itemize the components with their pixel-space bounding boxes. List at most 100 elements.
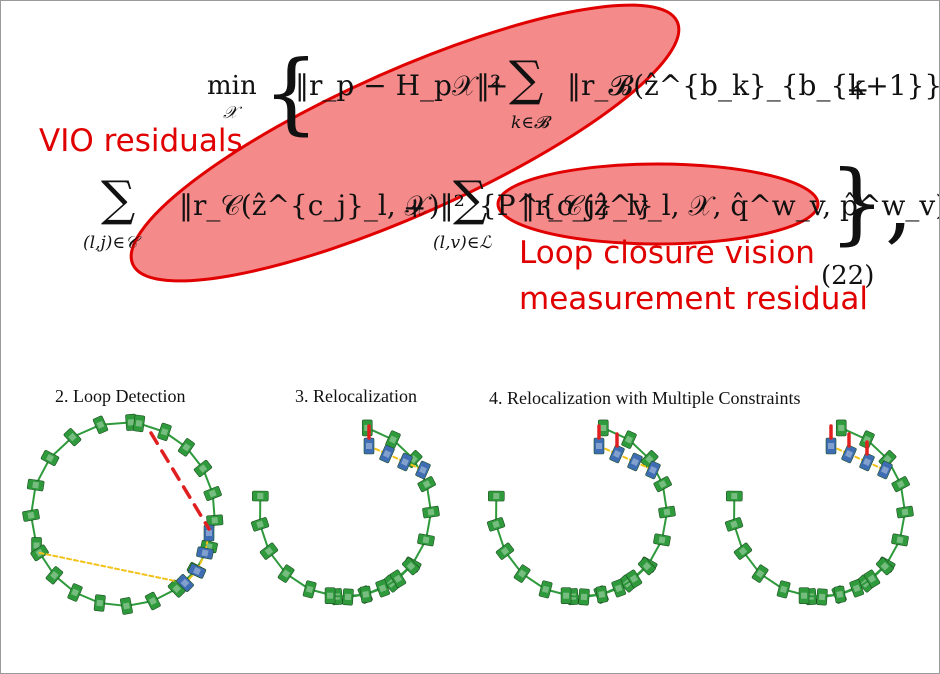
pose-keyframe-green (132, 414, 146, 433)
sequential-edge-yellow (38, 551, 186, 584)
pose-keyframe-green (251, 490, 269, 502)
pose-keyframe-green (876, 557, 894, 576)
pose-keyframe-green (733, 542, 753, 560)
pose-keyframe-green (725, 490, 743, 502)
pose-keyframe-blue (363, 437, 375, 455)
pose-keyframe-blue (825, 437, 837, 455)
pose-keyframe-green (513, 564, 531, 583)
pose-keyframe-green (896, 505, 914, 519)
pose-keyframe-blue (187, 563, 207, 579)
imu-residual-term: ‖r_𝓑(ẑ^{b_k}_{b_{k+1}}, 𝒳)‖²_{P^{b_k}_{b… (567, 69, 940, 102)
pose-keyframe-green (417, 476, 436, 493)
equation-min-subscript: 𝒳 (223, 103, 238, 123)
pose-keyframe-green (863, 569, 881, 588)
pose-keyframe-green (385, 430, 401, 449)
pose-keyframe-green (835, 419, 847, 437)
loop-residual-term: ‖r_𝒞(ẑ^v_l, 𝒳, q̂^w_v, p̂^w_v)‖²_{P^v_l} (521, 189, 939, 222)
pose-keyframe-green (302, 580, 317, 599)
pose-keyframe-green (595, 585, 608, 604)
caption-relocalization: 3. Relocalization (295, 386, 417, 406)
pose-keyframe-green (167, 579, 186, 598)
vio-residuals-label: VIO residuals (39, 123, 243, 159)
pose-keyframe-green (144, 591, 161, 611)
pose-keyframe-green (206, 514, 224, 527)
pose-keyframe-green (611, 579, 627, 598)
loop-closure-edge (149, 431, 211, 531)
pose-keyframe-green (389, 569, 407, 588)
sum-imu-subscript: k∈𝓑 (511, 113, 549, 133)
pose-keyframe-green (402, 557, 420, 576)
pose-keyframe-green (816, 588, 828, 606)
pose-keyframe-blue (609, 444, 625, 464)
pose-keyframe-green (120, 597, 133, 615)
prior-residual-term: ‖r_p − H_p𝒳‖² (295, 69, 502, 102)
pose-keyframe-green (891, 476, 910, 493)
pose-keyframe-green (638, 557, 656, 576)
vio-highlight-ellipse (129, 3, 681, 283)
pose-keyframe-green (22, 508, 40, 522)
pose-keyframe-blue (176, 574, 194, 592)
pose-keyframe-green (417, 533, 435, 547)
pose-keyframe-blue (859, 452, 875, 472)
visual-residual-term: ‖r_𝒞(ẑ^{c_j}_l, 𝒳)‖²_{P^{c_j}_l} (179, 189, 654, 222)
pose-keyframe-green (203, 486, 222, 501)
loop-closure-label-line1: Loop closure vision (519, 235, 815, 271)
pose-keyframe-green (375, 579, 391, 598)
pose-keyframe-blue (196, 546, 214, 560)
pose-keyframe-blue (415, 460, 431, 480)
plus-sign-2: + (403, 191, 427, 224)
pose-keyframe-blue (593, 437, 605, 455)
equation-number: (22) (821, 261, 875, 291)
pose-keyframe-green (250, 517, 270, 532)
pose-keyframe-green (67, 583, 83, 602)
left-brace: { (263, 41, 319, 144)
pose-keyframe-blue (379, 444, 395, 464)
sum-visual-subscript: (l,j)∈𝒞 (83, 233, 138, 253)
sum-imu: ∑ (509, 51, 544, 107)
pose-keyframe-green (798, 587, 810, 604)
pose-keyframe-green (359, 585, 372, 604)
caption-loop-detection: 2. Loop Detection (55, 386, 186, 406)
pose-keyframe-green (157, 422, 172, 441)
pose-keyframe-green (487, 490, 505, 502)
pose-keyframe-green (324, 587, 336, 604)
pose-keyframe-blue (203, 524, 215, 542)
pose-keyframe-green (178, 438, 195, 457)
pose-keyframe-green (833, 585, 846, 604)
pose-keyframe-green (625, 569, 643, 588)
sum-loop-subscript: (l,v)∈ℒ (433, 233, 492, 253)
caption-multiple-constraints: 4. Relocalization with Multiple Constrai… (489, 388, 801, 408)
pose-keyframe-blue (397, 452, 413, 472)
pose-keyframe-green (92, 415, 109, 434)
pose-keyframe-green (45, 566, 64, 585)
pose-keyframe-blue (627, 452, 643, 472)
min-operator: min (207, 71, 257, 101)
pose-keyframe-green (653, 533, 671, 547)
pose-keyframe-green (578, 588, 590, 606)
pose-keyframe-green (849, 579, 865, 598)
pose-keyframe-green (40, 450, 60, 466)
loop-highlight-ellipse (496, 162, 820, 246)
pose-keyframe-green (342, 588, 354, 606)
pose-keyframe-blue (841, 444, 857, 464)
pose-keyframe-green (658, 505, 676, 519)
pose-keyframe-green (891, 533, 909, 547)
pose-keyframe-green (422, 505, 440, 519)
pose-keyframe-green (495, 542, 515, 560)
loop-closure-label-line2: measurement residual (519, 281, 868, 317)
pose-keyframe-blue (877, 460, 893, 480)
pose-keyframe-green (538, 580, 553, 599)
sum-loop: ∑ (453, 171, 488, 227)
right-brace: }, (829, 151, 913, 254)
pose-keyframe-green (776, 580, 791, 599)
pose-keyframe-blue (645, 460, 661, 480)
pose-keyframe-green (724, 517, 744, 532)
pose-keyframe-green (621, 430, 637, 449)
pose-keyframe-green (26, 478, 45, 492)
pose-keyframe-green (93, 594, 106, 612)
equation-min: min (207, 71, 257, 101)
pose-keyframe-green (751, 564, 769, 583)
pose-keyframe-green (277, 564, 295, 583)
